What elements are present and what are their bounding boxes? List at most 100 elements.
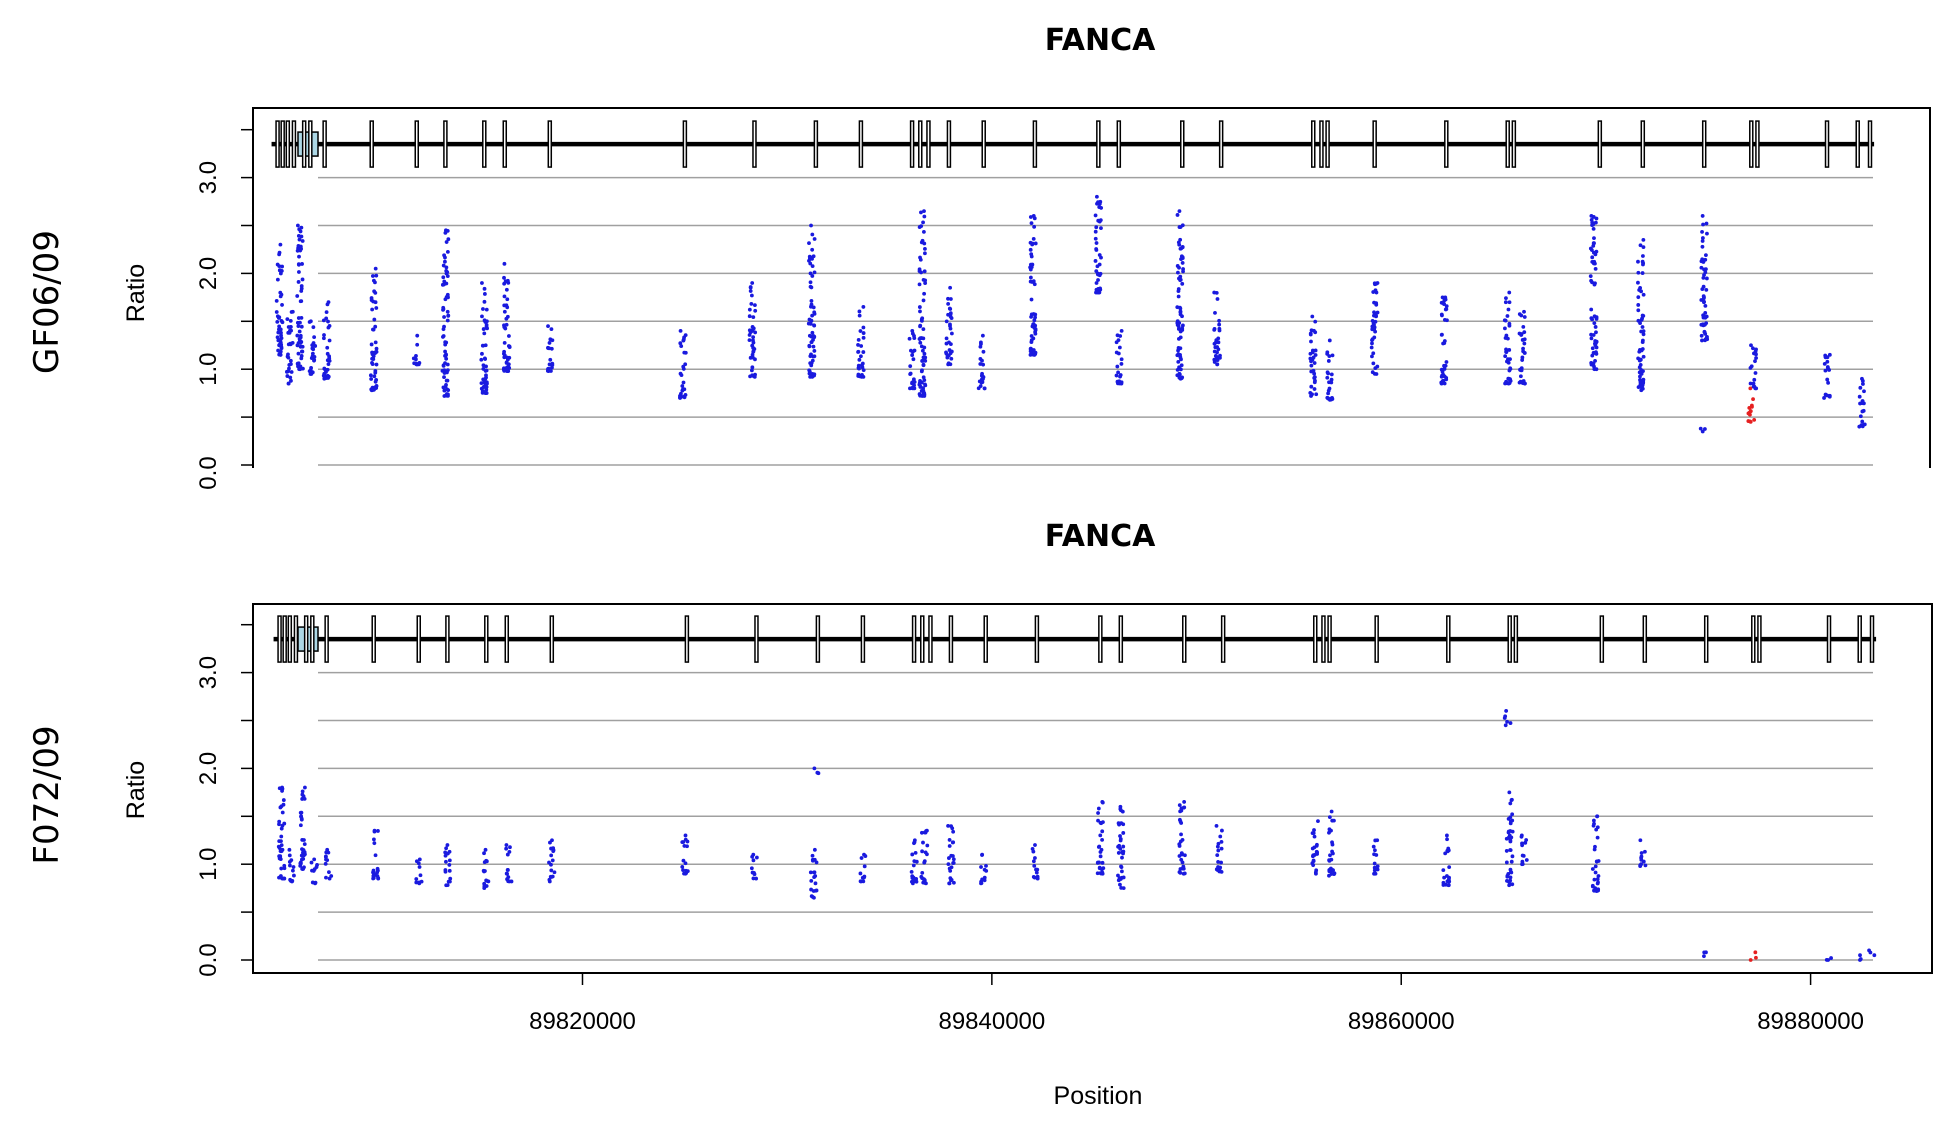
data-point xyxy=(682,871,686,876)
data-point xyxy=(1176,336,1181,341)
data-point xyxy=(922,860,927,865)
data-point xyxy=(1861,382,1865,386)
data-point xyxy=(1029,254,1034,259)
data-point xyxy=(1028,265,1033,270)
data-point xyxy=(484,364,488,369)
data-point xyxy=(809,304,813,309)
data-point xyxy=(444,265,449,270)
point-cluster xyxy=(1214,823,1224,874)
data-point xyxy=(282,866,287,871)
data-point xyxy=(1700,214,1705,218)
exon-mark xyxy=(1182,615,1187,663)
data-point xyxy=(302,842,307,847)
data-point xyxy=(861,335,866,340)
data-point xyxy=(326,319,330,324)
data-point xyxy=(918,324,922,329)
data-point xyxy=(325,358,330,363)
data-point xyxy=(441,334,446,338)
data-point xyxy=(1118,882,1122,887)
data-point xyxy=(1826,380,1831,385)
exon-mark xyxy=(813,120,819,168)
panel-f072-09: FANCA F072/09 Ratio 0.0 1.0 2.0 3.0 8982000… xyxy=(27,519,1933,1110)
data-point xyxy=(1520,859,1525,864)
data-point xyxy=(414,353,418,358)
data-point xyxy=(1507,381,1512,385)
data-point xyxy=(808,374,813,379)
data-point xyxy=(326,374,331,379)
data-point xyxy=(856,350,860,354)
data-point xyxy=(322,333,326,337)
data-point xyxy=(1594,350,1598,354)
data-point xyxy=(680,864,685,869)
data-point xyxy=(447,863,452,867)
data-point xyxy=(1117,381,1122,386)
data-point xyxy=(917,282,922,287)
exon-mark xyxy=(981,120,986,168)
data-point xyxy=(814,888,819,893)
data-point xyxy=(749,866,754,871)
data-point xyxy=(948,324,952,328)
data-point xyxy=(1825,365,1830,369)
data-point xyxy=(1590,867,1595,871)
data-point xyxy=(1314,392,1319,397)
data-point xyxy=(280,303,284,307)
data-point xyxy=(1860,399,1865,403)
data-point xyxy=(289,362,293,366)
data-point xyxy=(276,844,281,849)
point-cluster xyxy=(1590,814,1601,893)
data-point xyxy=(1216,859,1221,864)
data-point xyxy=(1444,304,1449,309)
data-point xyxy=(1097,205,1102,209)
data-point xyxy=(1098,850,1103,854)
data-point xyxy=(1643,863,1648,868)
point-cluster xyxy=(1636,237,1646,393)
data-point xyxy=(754,855,759,860)
data-point xyxy=(1637,349,1642,354)
data-point xyxy=(1217,328,1222,333)
data-point xyxy=(946,862,951,867)
exon-mark xyxy=(1507,615,1512,663)
data-point xyxy=(1524,838,1529,842)
data-point xyxy=(1640,271,1645,275)
data-point xyxy=(857,357,862,362)
data-point xyxy=(1705,334,1709,339)
x-tick-label: 89880000 xyxy=(1757,1008,1864,1035)
data-point xyxy=(445,249,450,254)
exon-mark xyxy=(1325,120,1330,168)
data-point xyxy=(920,316,925,321)
exon-mark xyxy=(1749,120,1754,168)
data-point xyxy=(919,224,924,229)
data-point xyxy=(296,351,301,356)
point-cluster xyxy=(547,838,557,884)
data-point xyxy=(1176,294,1181,299)
exon-mark xyxy=(1374,615,1379,663)
data-point xyxy=(278,327,283,332)
data-point xyxy=(504,287,509,292)
data-point xyxy=(1180,837,1185,842)
data-point xyxy=(912,336,917,340)
data-point xyxy=(443,230,448,235)
data-point xyxy=(1596,888,1601,893)
data-point xyxy=(748,355,753,360)
data-point xyxy=(809,363,814,368)
data-point xyxy=(1591,221,1596,226)
data-point xyxy=(310,880,315,885)
data-point xyxy=(809,878,814,883)
data-point xyxy=(309,860,314,865)
data-point xyxy=(681,387,686,392)
data-point xyxy=(296,324,301,329)
data-point xyxy=(1332,871,1337,876)
point-cluster xyxy=(678,328,688,400)
data-point xyxy=(1180,852,1185,857)
point-cluster xyxy=(1748,343,1759,391)
exon-mark xyxy=(287,615,293,663)
data-point xyxy=(1520,853,1525,858)
data-point xyxy=(298,248,303,253)
data-point xyxy=(373,266,378,271)
data-point xyxy=(1313,348,1318,353)
data-point xyxy=(1519,313,1524,318)
data-point xyxy=(808,284,813,289)
data-point xyxy=(1445,837,1449,842)
data-point xyxy=(370,356,374,361)
data-point xyxy=(1325,352,1330,356)
